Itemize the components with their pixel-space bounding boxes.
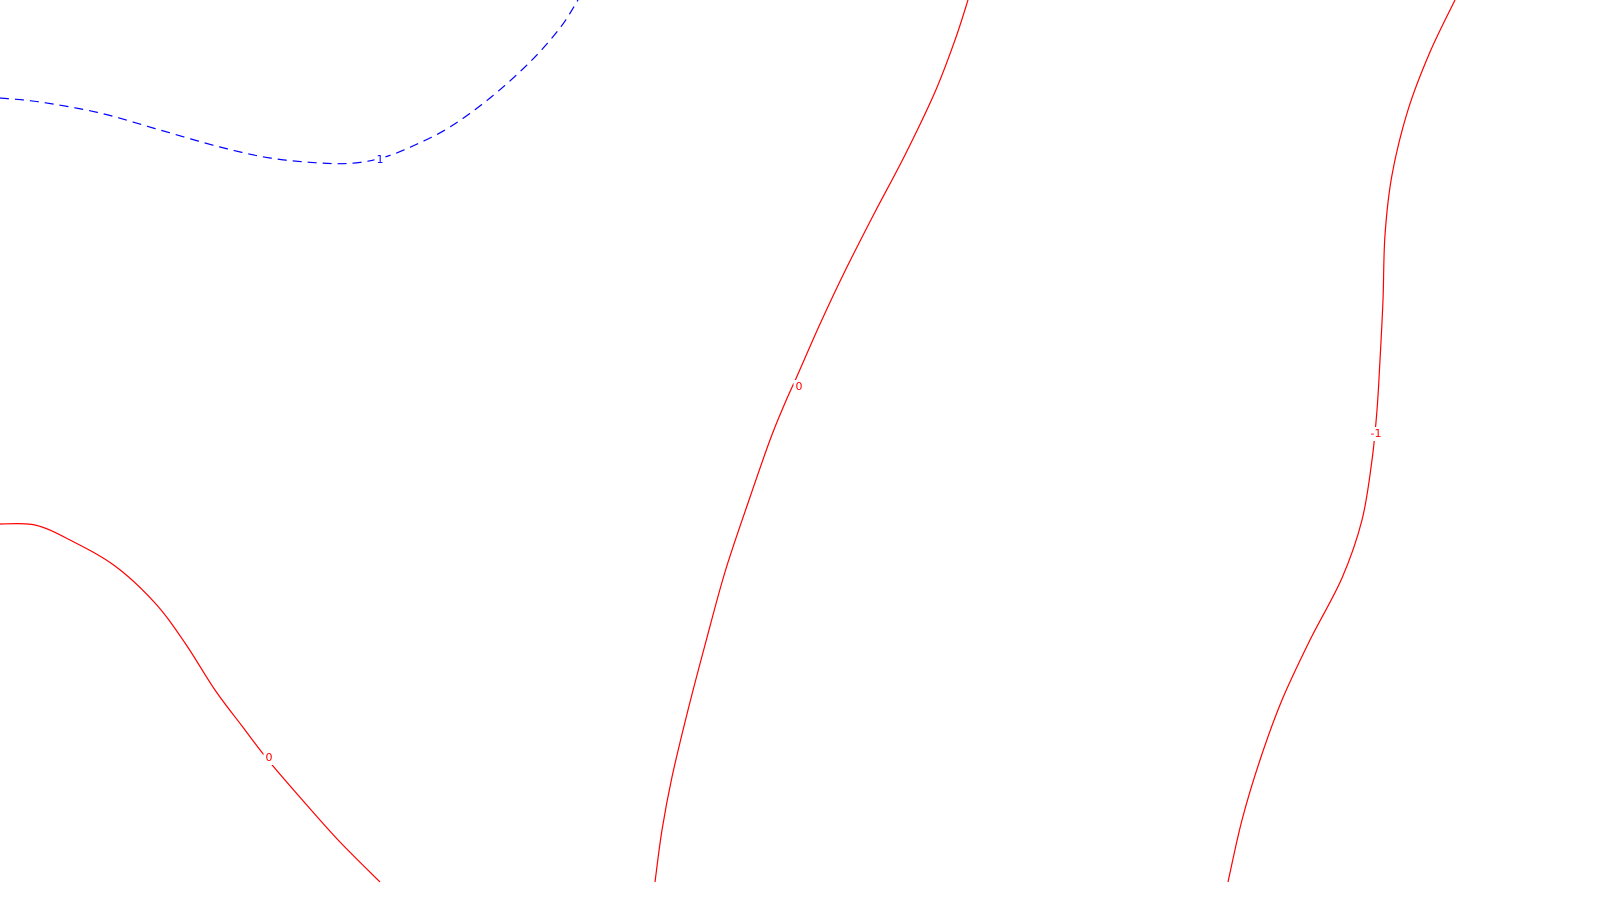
contour-labels: 1 0 0 -1 [263, 153, 1385, 765]
contour-label-background [374, 153, 386, 167]
contour-label-label-upper: 1 [377, 153, 384, 166]
contour-label-label-right-minus-one: -1 [1371, 427, 1382, 440]
contour-line-c0-middle [654, 0, 969, 883]
contour-label-label-left-zero: 0 [266, 751, 273, 764]
contour-label-background [793, 380, 805, 394]
contour-label-background [263, 751, 275, 765]
contour-label-background [1367, 427, 1385, 441]
contour-label-label-mid-zero: 0 [796, 380, 803, 393]
contour-line-c0-left [0, 522, 381, 883]
contour-lines [0, 0, 1456, 883]
contour-line-c-1-upper [0, 0, 579, 165]
contour-line-c-neg1-right [1227, 0, 1456, 883]
